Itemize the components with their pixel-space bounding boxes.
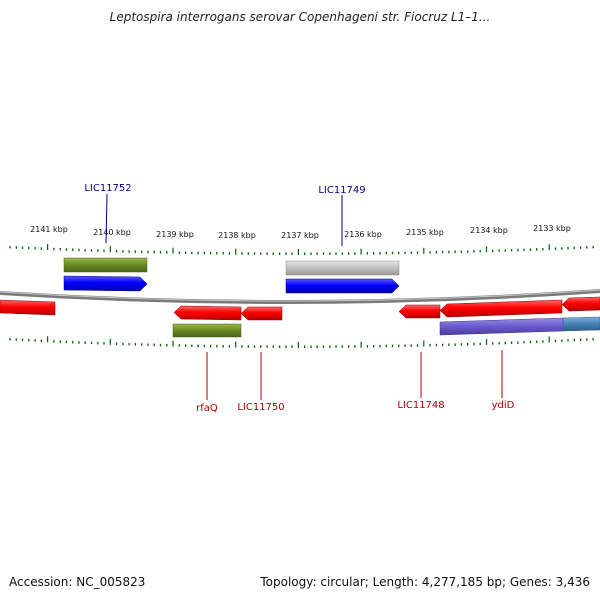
gene-arrow-left-edge[interactable] [0,299,56,316]
genome-title: Leptospira interrogans serovar Copenhage… [109,10,491,24]
gene-arrow-LIC11749[interactable] [285,278,400,294]
genome-backbone [0,289,600,305]
scale-label: 2135 kbp [406,228,444,237]
gene-label-rfaQ[interactable]: rfaQ [196,403,218,414]
gene-arrow-ydiD[interactable] [439,299,563,318]
label-leaders [105,193,503,400]
gene-label-LIC11750[interactable]: LIC11750 [237,402,284,413]
gene-label-LIC11748[interactable]: LIC11748 [397,400,444,411]
purple-feature[interactable] [439,317,564,336]
gene-arrow-rfaQ[interactable] [173,305,242,321]
steelblue-feature[interactable] [562,316,600,332]
reverse-strand-features [0,296,600,338]
scale-ticks-inner [9,336,594,348]
scale-label: 2139 kbp [156,230,194,239]
gene-label-ydiD[interactable]: ydiD [492,400,515,411]
scale-ticks-outer [9,244,594,255]
scale-labels: 2141 kbp 2140 kbp 2139 kbp 2138 kbp 2137… [30,224,571,240]
gene-label-LIC11752[interactable]: LIC11752 [84,183,131,194]
scale-label: 2138 kbp [218,231,256,240]
forward-strand-features [63,257,400,294]
grey-feature[interactable] [285,260,400,276]
gene-label-LIC11749[interactable]: LIC11749 [318,185,365,196]
olive-feature-rfaQ[interactable] [172,323,242,338]
scale-label: 2141 kbp [30,225,68,234]
gene-arrow-LIC11752[interactable] [63,275,148,292]
scale-label: 2134 kbp [470,226,508,235]
gene-arrow-LIC11748[interactable] [398,304,441,319]
scale-label: 2136 kbp [344,230,382,239]
scale-label: 2137 kbp [281,231,319,240]
scale-label: 2140 kbp [93,228,131,237]
topology-text: Topology: circular; Length: 4,277,185 bp… [260,575,590,589]
gene-arrow-LIC11750[interactable] [240,306,283,321]
scale-label: 2133 kbp [533,224,571,233]
gene-arrow-right-edge[interactable] [561,296,600,312]
olive-feature[interactable] [63,257,148,273]
accession-text: Accession: NC_005823 [9,575,146,589]
